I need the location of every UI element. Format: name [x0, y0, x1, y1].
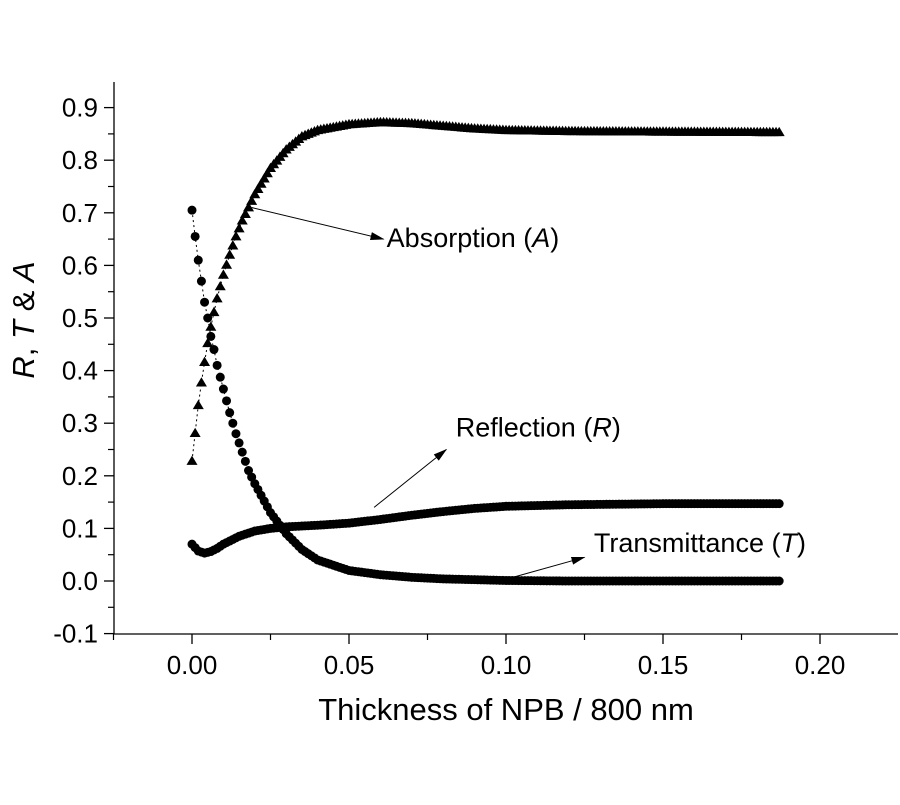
data-point — [186, 455, 198, 465]
data-point — [196, 276, 206, 286]
data-point — [205, 321, 217, 331]
data-point — [187, 205, 197, 215]
x-tick-label: 0.05 — [324, 650, 375, 680]
data-point — [233, 223, 245, 233]
x-tick-label: 0.15 — [638, 650, 689, 680]
data-point — [200, 297, 210, 307]
x-tick-label: 0.20 — [795, 650, 846, 680]
x-tick-label: 0.10 — [481, 650, 532, 680]
data-point — [261, 167, 273, 178]
data-point — [773, 126, 785, 137]
axes: -0.1 0.0 0.1 0.2 0.3 0.4 0.5 0.6 0.7 0.8 0.9 0.00 0.… — [53, 82, 898, 680]
data-point — [224, 249, 236, 259]
data-point — [255, 178, 267, 188]
y-axis-title: R, T & A — [6, 261, 41, 378]
data-point — [199, 356, 211, 367]
data-point — [246, 195, 258, 205]
annotation-reflection: Reflection (R) — [373, 412, 621, 508]
y-tick-label: 0.4 — [62, 356, 98, 386]
x-axis-title: Thickness of NPB / 800 nm — [318, 692, 694, 727]
data-point — [237, 447, 247, 457]
data-point — [215, 372, 225, 382]
data-point — [236, 215, 248, 225]
y-tick-label: -0.1 — [53, 619, 98, 649]
series-line — [191, 121, 780, 462]
data-point — [221, 259, 233, 269]
y-tick-label: 0.1 — [62, 513, 98, 543]
data-point — [214, 280, 226, 291]
data-point — [252, 183, 264, 193]
y-tick-label: 0.2 — [62, 461, 98, 491]
data-marks — [186, 116, 785, 586]
data-point — [240, 456, 250, 466]
y-tick-label: 0.9 — [62, 93, 98, 123]
data-point — [189, 427, 201, 438]
annotation-arrow — [373, 448, 448, 508]
annotations: Absorption (A) Reflection (R) Transmittanc… — [251, 207, 806, 579]
data-point — [209, 345, 219, 355]
y-tick-label: 0.7 — [62, 198, 98, 228]
data-point — [203, 313, 213, 323]
data-point — [212, 360, 222, 370]
y-tick-label: 0.6 — [62, 250, 98, 280]
y-tick-label: 0.8 — [62, 145, 98, 175]
annotation-transmittance: Transmittance (T) — [509, 528, 806, 579]
data-point — [230, 230, 242, 241]
annotation-label: Transmittance (T) — [594, 528, 806, 558]
annotation-absorption: Absorption (A) — [251, 207, 560, 253]
data-point — [234, 438, 244, 448]
annotation-arrow — [509, 556, 586, 579]
data-point — [222, 396, 232, 406]
series-absorption — [186, 116, 785, 465]
data-point — [249, 188, 261, 199]
data-point — [193, 255, 203, 265]
data-point — [228, 418, 238, 428]
data-point — [231, 429, 241, 439]
series-reflection — [187, 499, 784, 558]
data-point — [211, 293, 223, 303]
data-point — [239, 208, 251, 218]
annotation-arrow — [251, 207, 385, 240]
data-point — [208, 306, 220, 317]
series-transmittance — [187, 205, 784, 586]
data-point — [243, 202, 255, 212]
data-point — [206, 331, 216, 341]
data-point — [217, 269, 229, 279]
data-point — [774, 499, 784, 509]
y-tick-label: 0.0 — [62, 566, 98, 596]
data-point — [192, 399, 204, 410]
y-tick-label: 0.5 — [62, 303, 98, 333]
x-tick-label: 0.00 — [167, 650, 218, 680]
data-point — [195, 377, 207, 387]
data-point — [202, 337, 214, 348]
annotation-label: Reflection (R) — [456, 412, 621, 442]
y-tick-label: 0.3 — [62, 408, 98, 438]
data-point — [258, 173, 270, 183]
data-point — [774, 576, 784, 586]
data-point — [190, 231, 200, 241]
annotation-label: Absorption (A) — [387, 223, 560, 253]
data-point — [225, 408, 235, 418]
data-point — [218, 384, 228, 394]
data-point — [227, 240, 239, 250]
